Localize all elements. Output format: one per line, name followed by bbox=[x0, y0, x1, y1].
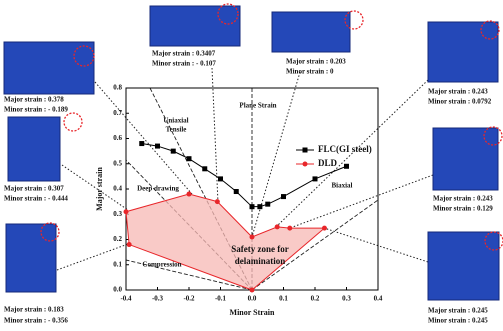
y-tick-label: 0.1 bbox=[113, 260, 122, 268]
annotation: Deep drawing bbox=[137, 185, 179, 193]
marker bbox=[171, 149, 176, 154]
annotation: delamination bbox=[235, 256, 286, 266]
marker bbox=[127, 242, 132, 247]
x-tick-label: 0.0 bbox=[248, 295, 257, 303]
panel-image bbox=[272, 12, 350, 52]
marker bbox=[257, 204, 262, 209]
annotation: Biaxial bbox=[331, 182, 352, 190]
panel-minor: Minor strain : 0.0792 bbox=[428, 98, 492, 106]
panel-image bbox=[4, 42, 94, 94]
y-tick-label: 0.0 bbox=[113, 286, 122, 294]
legend-marker bbox=[303, 162, 308, 167]
panel-image bbox=[6, 224, 56, 292]
y-tick-label: 0.7 bbox=[113, 109, 122, 117]
marker bbox=[281, 194, 286, 199]
y-tick-label: 0.2 bbox=[113, 235, 122, 243]
marker bbox=[250, 234, 255, 239]
marker bbox=[139, 141, 144, 146]
panel-minor: Minor strain : 0.129 bbox=[433, 205, 493, 213]
panel-image bbox=[433, 128, 498, 190]
marker bbox=[287, 226, 292, 231]
marker bbox=[344, 164, 349, 169]
panel-major: Major strain : 0.243 bbox=[433, 195, 493, 203]
panel-minor: Minor strain : - 0.189 bbox=[4, 106, 68, 114]
annotation: Tensile bbox=[166, 126, 187, 134]
y-tick-label: 0.3 bbox=[113, 210, 122, 218]
marker bbox=[234, 189, 239, 194]
x-tick-label: 0.4 bbox=[374, 295, 383, 303]
marker bbox=[322, 226, 327, 231]
annotation: Uniaxial bbox=[163, 117, 188, 125]
series-line bbox=[126, 194, 324, 290]
x-tick-label: -0.4 bbox=[120, 295, 132, 303]
legend-label: FLC(GI steel) bbox=[318, 144, 372, 154]
x-tick-label: 0.2 bbox=[311, 295, 320, 303]
panel-image bbox=[150, 6, 240, 46]
marker bbox=[275, 224, 280, 229]
panel-major: Major strain : 0.243 bbox=[428, 88, 488, 96]
panel-image bbox=[428, 22, 498, 82]
x-tick-label: 0.3 bbox=[342, 295, 351, 303]
y-axis-label: Major strain bbox=[95, 167, 104, 211]
y-tick-label: 0.8 bbox=[113, 84, 122, 92]
x-tick-label: -0.2 bbox=[183, 295, 195, 303]
panel-major: Major strain : 0.245 bbox=[428, 307, 488, 315]
annotation: Safety zone for bbox=[231, 244, 288, 254]
panel-major: Major strain : 0.378 bbox=[4, 96, 64, 104]
y-tick-label: 0.6 bbox=[113, 134, 122, 142]
marker bbox=[155, 144, 160, 149]
panel-major: Major strain : 0.183 bbox=[4, 306, 64, 314]
marker bbox=[313, 176, 318, 181]
x-tick-label: 0.1 bbox=[279, 295, 288, 303]
panel-image bbox=[8, 117, 60, 181]
panel-minor: Minor strain : - 0.107 bbox=[152, 60, 216, 68]
marker bbox=[250, 288, 255, 293]
annotation: Plane Strain bbox=[239, 102, 276, 110]
marker bbox=[218, 176, 223, 181]
marker bbox=[215, 199, 220, 204]
y-tick-label: 0.5 bbox=[113, 159, 122, 167]
marker bbox=[250, 204, 255, 209]
marker bbox=[187, 156, 192, 161]
panel-minor: Minor strain : - 0.444 bbox=[4, 195, 68, 203]
legend-marker bbox=[303, 148, 308, 153]
panel-minor: Minor strain : 0 bbox=[286, 68, 334, 76]
panel-image bbox=[428, 232, 499, 300]
panel-minor: Minor strain : 0.245 bbox=[428, 317, 488, 325]
panel-minor: Minor strain : - 0.356 bbox=[4, 317, 68, 325]
marker bbox=[124, 209, 129, 214]
marker bbox=[187, 192, 192, 197]
panel-major: Major strain : 0.203 bbox=[286, 58, 346, 66]
figure: Major strain : 0.378 Minor strain : - 0.… bbox=[0, 0, 503, 331]
y-tick-label: 0.4 bbox=[113, 185, 122, 193]
marker bbox=[202, 166, 207, 171]
panel-major: Major strain : 0.307 bbox=[4, 185, 64, 193]
plot: -0.4 -0.3 -0.2 -0.1 0.0 0.1 0.2 0.3 0.4 0.0 0.1 0.2… bbox=[113, 84, 383, 303]
marker bbox=[265, 202, 270, 207]
x-tick-label: -0.1 bbox=[215, 295, 227, 303]
panel-marker bbox=[64, 113, 82, 131]
panel-major: Major strain : 0.3407 bbox=[152, 50, 216, 58]
x-axis-label: Minor Strain bbox=[230, 308, 276, 317]
legend-label: DLD bbox=[318, 158, 338, 168]
x-tick-label: -0.3 bbox=[152, 295, 164, 303]
annotation: Compression bbox=[142, 261, 181, 269]
